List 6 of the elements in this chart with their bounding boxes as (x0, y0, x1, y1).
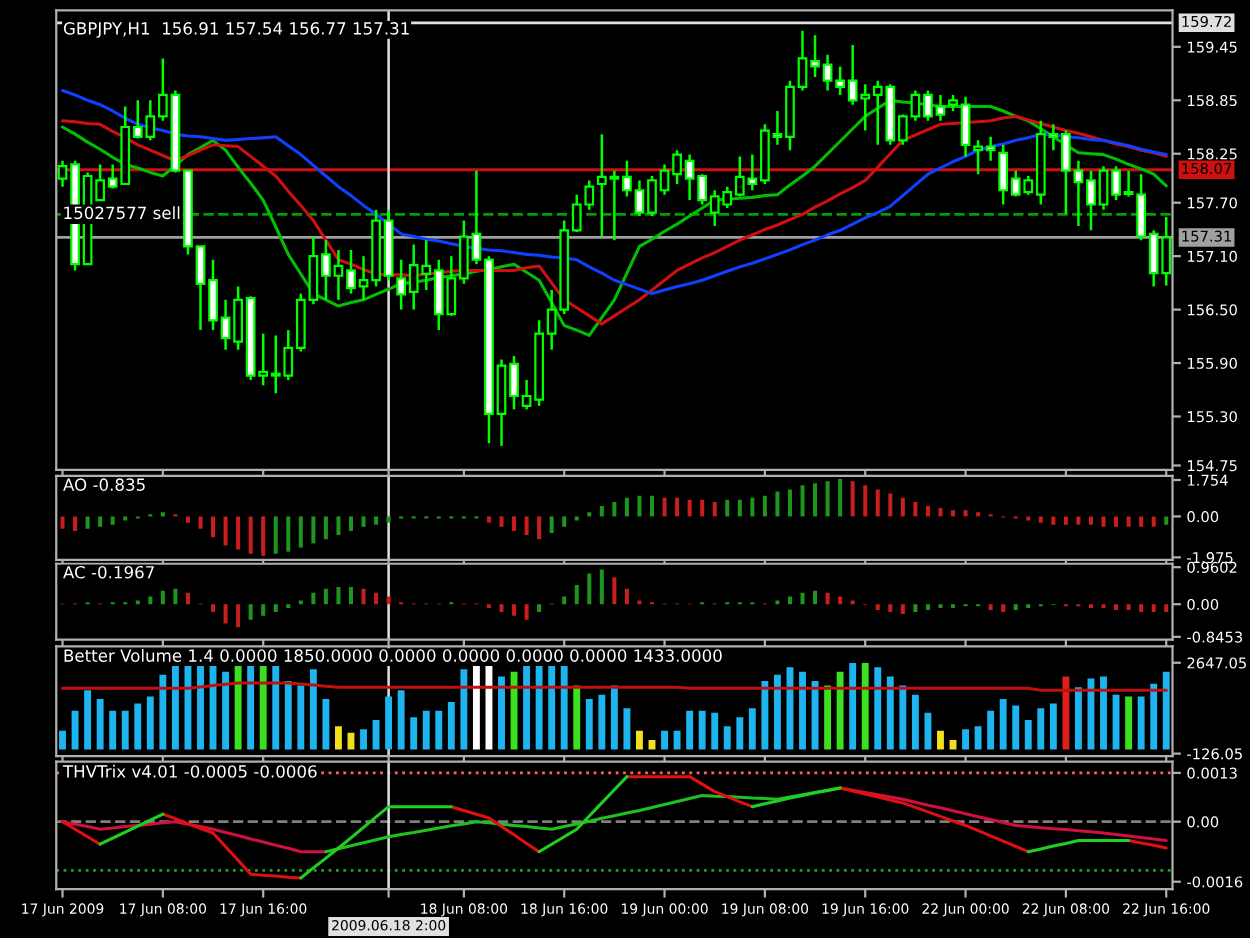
chart-title: THVTrix v4.01 -0.0005 -0.0006 (62, 764, 317, 778)
chart-title: Better Volume 1.4 0.0000 1850.0000 0.0000 0.0000 0.0000 0.0000 1433.0000 (64, 649, 722, 662)
text: GBPJPY,H1 156.91 157.54 156.77 157.31 (63, 22, 409, 38)
chart-title: AO -0.835 (63, 478, 145, 491)
chart-title: AC -0.1967 (63, 565, 154, 579)
annotation: 15027577 sell (64, 206, 180, 220)
